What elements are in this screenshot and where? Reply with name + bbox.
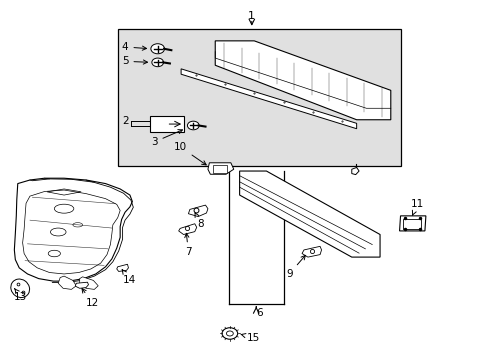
Text: 2: 2 (122, 116, 128, 126)
Text: 11: 11 (409, 199, 423, 215)
Polygon shape (117, 264, 128, 271)
Polygon shape (181, 69, 356, 129)
Polygon shape (178, 224, 196, 234)
Circle shape (222, 328, 237, 339)
Ellipse shape (11, 279, 30, 298)
Circle shape (226, 331, 233, 336)
Bar (150, 116, 183, 132)
Polygon shape (215, 41, 390, 120)
Polygon shape (239, 171, 379, 257)
Bar (118, 30, 400, 166)
Text: 15: 15 (241, 333, 260, 343)
Polygon shape (302, 246, 321, 257)
Text: 13: 13 (14, 289, 27, 302)
Text: 8: 8 (195, 213, 203, 229)
Circle shape (151, 44, 164, 54)
Text: 9: 9 (285, 255, 305, 279)
Circle shape (152, 58, 163, 67)
Bar (212, 165, 227, 173)
Text: 14: 14 (122, 270, 136, 285)
Text: 3: 3 (151, 130, 182, 147)
Text: 7: 7 (184, 233, 191, 257)
Polygon shape (58, 276, 76, 289)
Polygon shape (75, 282, 88, 288)
Bar (403, 219, 420, 229)
Text: 12: 12 (82, 288, 99, 308)
Text: 10: 10 (173, 142, 206, 165)
Polygon shape (207, 163, 233, 174)
Polygon shape (399, 216, 425, 231)
Polygon shape (14, 178, 132, 281)
Text: 5: 5 (122, 56, 147, 66)
Polygon shape (80, 277, 98, 289)
Text: 1: 1 (248, 11, 255, 21)
Polygon shape (351, 167, 358, 175)
Polygon shape (188, 205, 207, 217)
Circle shape (187, 121, 199, 130)
Text: 6: 6 (255, 308, 262, 318)
Text: 4: 4 (122, 42, 146, 52)
